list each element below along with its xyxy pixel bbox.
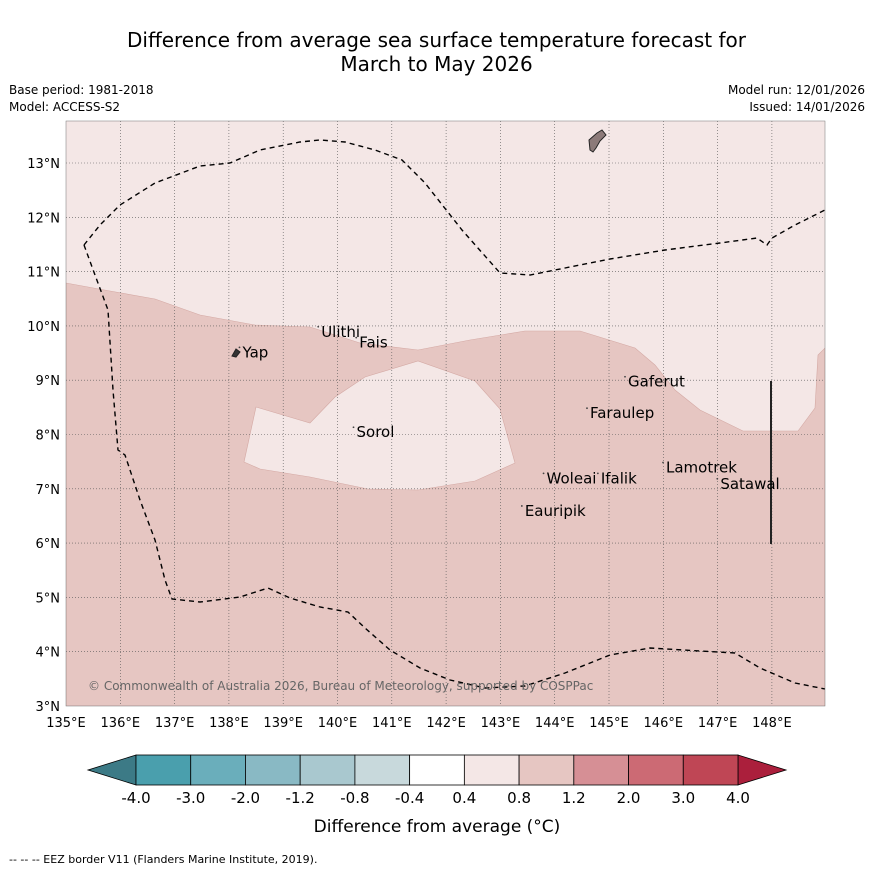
longitude-tick-label: 146°E (644, 716, 684, 731)
eez-legend-footnote: -- -- -- EEZ border V11 (Flanders Marine… (9, 853, 318, 866)
place-marker (596, 472, 599, 475)
longitude-tick-label: 142°E (426, 716, 466, 731)
colorbar-tick-label: -4.0 (121, 789, 150, 807)
place-label-gaferut: Gaferut (628, 373, 685, 391)
longitude-tick-label: 135°E (46, 716, 86, 731)
place-label-yap: Yap (241, 343, 268, 361)
longitude-tick-label: 145°E (589, 716, 629, 731)
colorbar-segment (409, 754, 465, 786)
place-label-ulithi: Ulithi (321, 323, 360, 341)
latitude-tick-label: 3°N (36, 700, 61, 715)
place-label-fais: Fais (359, 334, 388, 352)
longitude-tick-label: 136°E (101, 716, 141, 731)
colorbar-segment (299, 754, 356, 786)
longitude-tick-label: 144°E (535, 716, 575, 731)
latitude-tick-label: 4°N (36, 646, 61, 661)
latitude-tick-label: 11°N (27, 266, 60, 281)
latitude-tick-label: 9°N (36, 374, 61, 389)
place-label-ifalik: Ifalik (601, 469, 637, 487)
latitude-tick-label: 13°N (27, 157, 60, 172)
latitude-labels: 3°N 4°N 5°N 6°N 7°N 8°N 9°N 10°N 11°N 12°N 13°N (27, 157, 60, 715)
latitude-tick-label: 8°N (36, 429, 61, 444)
place-label-satawal: Satawal (720, 475, 779, 493)
colorbar-segment (135, 754, 192, 786)
place-marker (238, 346, 241, 349)
colorbar-segment (628, 754, 684, 786)
colorbar-tick-label: 0.8 (507, 789, 531, 807)
colorbar-segment (245, 754, 301, 786)
latitude-tick-label: 10°N (27, 320, 60, 335)
issued-label: Issued: 14/01/2026 (749, 100, 865, 114)
colorbar-tick-label: -3.0 (176, 789, 205, 807)
chart-title-line-1: Difference from average sea surface temp… (126, 28, 746, 52)
longitude-tick-label: 139°E (263, 716, 303, 731)
latitude-tick-label: 7°N (36, 483, 61, 498)
place-label-lamotrek: Lamotrek (666, 459, 737, 477)
copyright-notice: © Commonwealth of Australia 2026, Bureau… (88, 679, 593, 693)
colorbar-segment (573, 754, 629, 786)
colorbar-tick-label: 2.0 (617, 789, 641, 807)
colorbar-segment (354, 754, 411, 786)
place-marker (317, 325, 320, 328)
anomaly-band-light-patch (243, 360, 516, 491)
guam-island (588, 129, 607, 153)
anomaly-band-medium (66, 282, 825, 706)
map-gridlines (66, 121, 825, 706)
place-marker (586, 407, 588, 410)
longitude-tick-label: 143°E (481, 716, 521, 731)
chart-title-line-2: March to May 2026 (340, 52, 533, 76)
base-period-label: Base period: 1981-2018 (9, 83, 154, 97)
colorbar-tick-label: 3.0 (671, 789, 695, 807)
latitude-tick-label: 6°N (36, 537, 61, 552)
latitude-tick-label: 12°N (27, 211, 60, 226)
yap-island (231, 348, 241, 358)
colorbar-label: Difference from average (°C) (314, 817, 561, 837)
colorbar-tick-label: -2.0 (231, 789, 260, 807)
colorbar-segment (682, 754, 739, 786)
place-label-sorol: Sorol (357, 423, 395, 441)
colorbar-segment (190, 754, 246, 786)
place-marker (716, 477, 719, 480)
place-label-faraulep: Faraulep (590, 404, 654, 422)
longitude-tick-label: 148°E (752, 716, 792, 731)
colorbar-tick-label: 0.4 (452, 789, 476, 807)
place-marker (520, 505, 523, 507)
eez-border-west (83, 244, 825, 690)
colorbar-tick-label: -0.8 (340, 789, 369, 807)
place-marker (624, 375, 626, 378)
model-label: Model: ACCESS-S2 (9, 100, 121, 114)
model-run-label: Model run: 12/01/2026 (727, 83, 865, 97)
map-frame (65, 120, 826, 707)
longitude-tick-label: 141°E (372, 716, 412, 731)
colorbar-extend-low (86, 754, 137, 786)
longitude-tick-label: 140°E (318, 716, 358, 731)
colorbar-segment (518, 754, 575, 786)
place-label-eauripik: Eauripik (525, 502, 586, 520)
colorbar: -4.0 -3.0 -2.0 -1.2 -0.8 -0.4 0.4 0.8 1.2 2.0 3.0 4… (86, 754, 788, 807)
place-label-woleai: Woleai (547, 469, 597, 487)
longitude-tick-label: 138°E (209, 716, 249, 731)
place-marker (662, 461, 664, 464)
colorbar-tick-label: -1.2 (286, 789, 315, 807)
colorbar-tick-label: -0.4 (395, 789, 424, 807)
longitude-tick-label: 137°E (155, 716, 195, 731)
map-area: © Commonwealth of Australia 2026, Bureau… (66, 121, 825, 706)
colorbar-segment (463, 754, 520, 786)
place-marker (542, 472, 545, 475)
place-marker (352, 426, 355, 429)
longitude-labels: 135°E 136°E 137°E 138°E 139°E 140°E 141°E 142°E… (46, 716, 791, 731)
longitude-tick-label: 147°E (698, 716, 738, 731)
colorbar-tick-label: 1.2 (562, 789, 586, 807)
colorbar-tick-label: 4.0 (726, 789, 750, 807)
latitude-tick-label: 5°N (36, 591, 61, 606)
place-marker (355, 336, 358, 339)
colorbar-extend-high (737, 754, 788, 786)
